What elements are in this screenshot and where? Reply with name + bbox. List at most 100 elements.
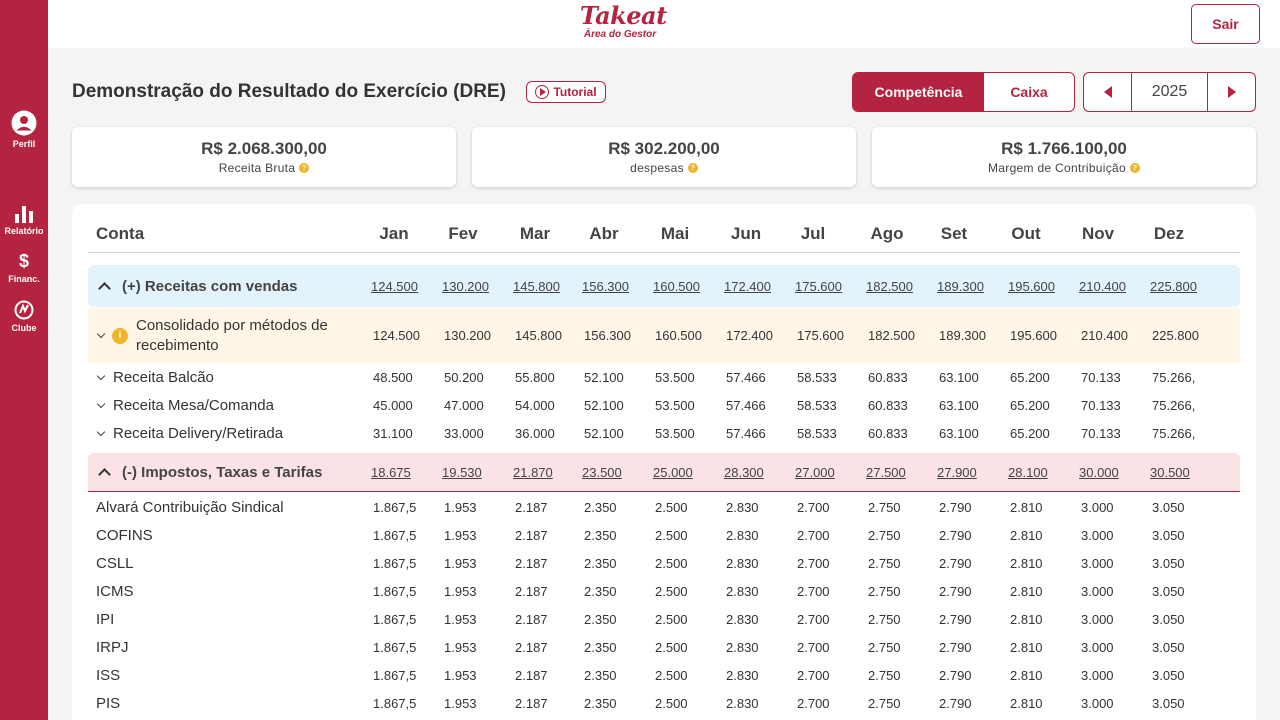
month-value-cell: 160.500 [655,328,702,343]
month-value-cell[interactable]: 28.100 [1008,464,1048,480]
brand-name: Takeat [580,1,667,30]
month-value-cell[interactable]: 25.000 [653,464,693,480]
month-value-cell[interactable]: 172.400 [724,278,771,294]
month-value-cell: 3.000 [1081,667,1114,683]
card-caption: despesas [630,161,684,175]
sidebar-item-perfil[interactable]: Perfil [0,110,48,149]
mode-toggle: Competência Caixa [852,72,1075,112]
row-label-cell: Alvará Contribuição Sindical [96,493,284,521]
chevron-up-icon[interactable] [98,282,111,295]
mode-caixa-button[interactable]: Caixa [1010,84,1048,100]
table-row[interactable]: Receita Balcão 48.500 50.200 55.800 52.100 53… [88,363,1240,391]
sidebar-item-relatorio[interactable]: Relatório [0,205,48,236]
month-value-cell[interactable]: 210.400 [1079,278,1126,294]
month-value-cell: 2.700 [797,583,830,599]
help-icon[interactable]: ? [1130,163,1140,173]
month-value-cell[interactable]: 189.300 [937,278,984,294]
header-month: Dez [1153,224,1185,243]
header-month: Nov [1081,224,1115,243]
month-value-cell[interactable]: 124.500 [371,278,418,294]
month-value-cell: 2.830 [726,667,759,683]
month-value-cell: 52.100 [584,425,624,441]
month-value-cell[interactable]: 19.530 [442,464,482,480]
month-value-cell: 75.266, [1152,369,1196,385]
sidebar-item-financ[interactable]: $ Financ. [0,251,48,284]
month-value-cell[interactable]: 156.300 [582,278,629,294]
month-value-cell: 2.830 [726,611,759,627]
month-value-cell: 2.350 [584,499,617,515]
row-label: (-) Impostos, Taxas e Tarifas [122,463,323,481]
month-value-cell: 2.350 [584,639,617,655]
summary-card-despesas: R$ 302.200,00 despesas? [472,127,856,187]
mode-competencia-button[interactable]: Competência [853,73,984,111]
table-group-row[interactable]: (+) Receitas com vendas 124.500 130.200 145… [88,265,1240,307]
help-icon[interactable]: ? [687,163,698,173]
tutorial-button[interactable]: Tutorial [526,81,606,103]
month-value-cell: 70.133 [1081,369,1121,385]
month-value-cell: 2.810 [1010,499,1043,515]
month-value-cell[interactable]: 30.000 [1079,464,1119,480]
chevron-down-icon[interactable] [96,329,106,339]
previous-year-button[interactable] [1084,73,1131,111]
month-value-cell: 52.100 [584,369,624,385]
month-value-cell[interactable]: 145.800 [513,278,560,294]
month-value-cell[interactable]: 30.500 [1150,464,1190,480]
month-value-cell: 3.050 [1152,555,1185,571]
month-value-cell: 1.953 [444,499,477,515]
chevron-up-icon[interactable] [98,468,111,481]
month-value-cell: 2.187 [515,695,548,711]
month-value-cell: 2.810 [1010,667,1043,683]
month-value-cell: 2.350 [584,555,617,571]
sidebar-item-clube[interactable]: Clube [0,300,48,333]
month-value-cell: 63.100 [939,425,979,441]
table-row[interactable]: i Consolidado por métodos de recebimento 12… [88,308,1240,363]
table-group-row[interactable]: (-) Impostos, Taxas e Tarifas 18.675 19.53… [88,453,1240,492]
month-value-cell: 3.050 [1152,639,1185,655]
month-value-cell: 3.050 [1152,667,1185,683]
month-value-cell[interactable]: 225.800 [1150,278,1197,294]
month-value-cell: 58.533 [797,369,837,385]
info-icon[interactable]: i [112,327,128,344]
row-label-cell: Receita Balcão [96,363,214,391]
chevron-down-icon[interactable] [96,427,106,436]
month-value-cell[interactable]: 18.675 [371,464,411,480]
next-year-button[interactable] [1208,73,1255,111]
month-value-cell: 2.187 [515,611,548,627]
chevron-down-icon[interactable] [96,371,106,380]
table-row[interactable]: Receita Mesa/Comanda 45.000 47.000 54.000 52… [88,391,1240,419]
month-value-cell[interactable]: 27.000 [795,464,835,480]
month-value-cell: 2.187 [515,499,548,515]
month-value-cell: 53.500 [655,369,695,385]
month-value-cell[interactable]: 195.600 [1008,278,1055,294]
year-selector: 2025 [1083,72,1256,112]
month-value-cell: 2.750 [868,639,901,655]
month-value-cell: 70.133 [1081,397,1121,413]
month-value-cell[interactable]: 27.500 [866,464,906,480]
table-row: PIS 1.867,5 1.953 2.187 2.350 2.500 2.830 2.700… [88,689,1240,717]
month-value-cell: 2.187 [515,639,548,655]
month-value-cell: 1.867,5 [373,639,417,655]
month-value-cell[interactable]: 27.900 [937,464,977,480]
month-value-cell: 55.800 [515,369,555,385]
logout-button[interactable]: Sair [1191,4,1260,44]
header-month: Jun [730,224,762,243]
sidebar-item-label: Perfil [12,139,36,149]
month-value-cell[interactable]: 21.870 [513,464,553,480]
top-bar: Takeat Área do Gestor Sair [48,0,1280,48]
month-value-cell[interactable]: 182.500 [866,278,913,294]
chevron-down-icon[interactable] [96,399,106,408]
month-value-cell: 2.500 [655,583,688,599]
help-icon[interactable]: ? [299,163,310,173]
month-value-cell[interactable]: 28.300 [724,464,764,480]
month-value-cell: 2.810 [1010,639,1043,655]
month-value-cell: 58.533 [797,397,837,413]
month-value-cell: 2.790 [939,667,972,683]
month-value-cell[interactable]: 130.200 [442,278,489,294]
month-value-cell: 2.830 [726,583,759,599]
month-value-cell: 2.350 [584,695,617,711]
month-value-cell[interactable]: 23.500 [582,464,622,480]
month-value-cell[interactable]: 175.600 [795,278,842,294]
table-row[interactable]: Receita Delivery/Retirada 31.100 33.000 36.… [88,419,1240,447]
month-value-cell: 58.533 [797,425,837,441]
month-value-cell[interactable]: 160.500 [653,278,700,294]
